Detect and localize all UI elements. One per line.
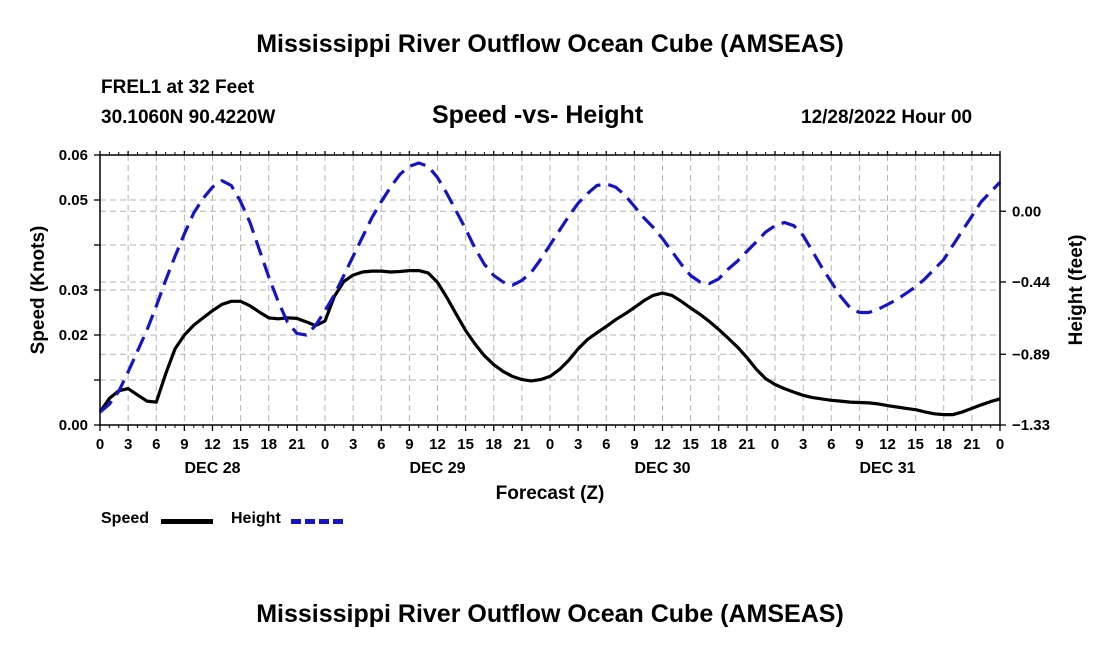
x-tick-label: 18 bbox=[710, 436, 727, 453]
x-tick-label: 3 bbox=[124, 436, 132, 453]
x-tick-label: 15 bbox=[907, 436, 924, 453]
x-tick-label: 18 bbox=[260, 436, 277, 453]
legend-speed-label: Speed bbox=[101, 510, 150, 527]
y-axis-title: Speed (Knots) bbox=[28, 226, 49, 355]
y-tick-label: 0.03 bbox=[59, 282, 88, 299]
x-tick-label: 18 bbox=[935, 436, 952, 453]
speed-series-line bbox=[98, 269, 1001, 417]
series-layer bbox=[98, 161, 1002, 417]
grid-lines bbox=[100, 155, 1000, 426]
x-tick-label: 3 bbox=[349, 436, 357, 453]
x-tick-label: 12 bbox=[654, 436, 671, 453]
x-tick-label: 6 bbox=[377, 436, 385, 453]
x-tick-label: 21 bbox=[964, 436, 981, 453]
y-tick-label: 0.06 bbox=[59, 147, 88, 164]
y2-tick-label: −1.33 bbox=[1012, 417, 1050, 434]
legend-height-swatch bbox=[291, 519, 343, 524]
y-tick-label: 0.02 bbox=[59, 327, 88, 344]
x-axis-title: Forecast (Z) bbox=[496, 483, 605, 504]
x-tick-label: 0 bbox=[996, 436, 1004, 453]
legend-speed-swatch bbox=[161, 519, 213, 524]
x-tick-label: 12 bbox=[879, 436, 896, 453]
y-tick-label: 0.05 bbox=[59, 192, 88, 209]
x-tick-label: 21 bbox=[514, 436, 531, 453]
x-tick-label: 6 bbox=[602, 436, 610, 453]
day-label: DEC 28 bbox=[184, 460, 240, 477]
x-tick-label: 9 bbox=[405, 436, 413, 453]
chart-title: Mississippi River Outflow Ocean Cube (AM… bbox=[256, 30, 844, 58]
x-tick-label: 6 bbox=[827, 436, 835, 453]
x-tick-label: 15 bbox=[232, 436, 249, 453]
x-tick-label: 21 bbox=[289, 436, 306, 453]
x-tick-label: 21 bbox=[739, 436, 756, 453]
y2-tick-label: −0.89 bbox=[1012, 346, 1050, 363]
x-tick-label: 0 bbox=[771, 436, 779, 453]
station-coordinates: 30.1060N 90.4220W bbox=[101, 107, 276, 128]
x-tick-label: 9 bbox=[180, 436, 188, 453]
x-tick-label: 15 bbox=[457, 436, 474, 453]
x-tick-label: 6 bbox=[152, 436, 160, 453]
legend-height-label: Height bbox=[231, 510, 281, 527]
x-tick-label: 0 bbox=[321, 436, 329, 453]
chart-subtitle: Speed -vs- Height bbox=[432, 101, 644, 129]
y2-tick-label: 0.00 bbox=[1012, 203, 1041, 220]
x-tick-label: 9 bbox=[855, 436, 863, 453]
x-tick-label: 9 bbox=[630, 436, 638, 453]
y2-axis-title: Height (feet) bbox=[1066, 235, 1087, 346]
footer-title: Mississippi River Outflow Ocean Cube (AM… bbox=[256, 600, 844, 628]
y-tick-label: 0.00 bbox=[59, 417, 88, 434]
x-tick-label: 3 bbox=[799, 436, 807, 453]
station-name: FREL1 at 32 Feet bbox=[101, 77, 255, 98]
x-tick-label: 0 bbox=[546, 436, 554, 453]
x-tick-label: 12 bbox=[429, 436, 446, 453]
day-label: DEC 31 bbox=[859, 460, 915, 477]
height-series-line bbox=[98, 161, 1002, 414]
x-tick-label: 3 bbox=[574, 436, 582, 453]
axes: 0 3 6 9 12 15 18 21 0 3 6 9 12 15 18 21 0 3 6 9 12 15 18 21 0 3 6 9… bbox=[59, 147, 1051, 477]
x-tick-label: 15 bbox=[682, 436, 699, 453]
run-date: 12/28/2022 Hour 00 bbox=[801, 107, 973, 128]
day-label: DEC 29 bbox=[409, 460, 465, 477]
day-label: DEC 30 bbox=[634, 460, 690, 477]
x-tick-label: 18 bbox=[485, 436, 502, 453]
x-tick-label: 0 bbox=[96, 436, 104, 453]
x-tick-label: 12 bbox=[204, 436, 221, 453]
y2-tick-label: −0.44 bbox=[1012, 274, 1051, 291]
